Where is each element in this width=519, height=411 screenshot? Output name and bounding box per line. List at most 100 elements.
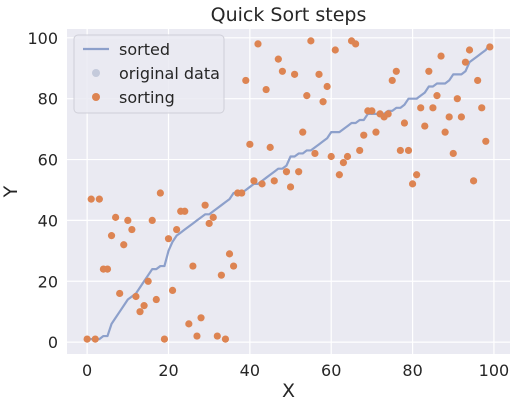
scatter-point [486,43,494,51]
x-tick-label: 40 [240,361,260,380]
scatter-point [339,158,348,167]
scatter-point [331,46,339,54]
scatter-point [112,213,120,221]
scatter-point [144,277,152,285]
scatter-point [201,201,209,209]
scatter-point [107,232,116,240]
scatter-point [319,98,327,106]
scatter-point [335,171,343,179]
scatter-point [445,113,453,121]
legend-label: sorted [119,40,170,59]
scatter-point [388,76,396,85]
y-tick-label: 100 [27,29,58,48]
scatter-point [128,225,136,234]
scatter-point [327,152,335,161]
legend-label: sorting [119,88,175,107]
scatter-point [429,104,437,112]
scatter-point [404,146,413,155]
scatter-point [238,189,246,197]
scatter-point [286,183,295,191]
scatter-point [91,335,99,343]
scatter-point [164,235,173,243]
scatter-point [193,332,201,340]
scatter-point [311,149,319,158]
scatter-point [152,295,160,304]
scatter-point [417,104,425,112]
y-tick-label: 20 [38,272,58,291]
legend: sorted original data sorting [73,34,225,114]
y-tick-label: 0 [48,333,58,352]
scatter-point [421,122,429,130]
legend-marker-swatch [92,93,100,101]
legend-marker-swatch [92,69,100,77]
scatter-point [461,58,470,66]
scatter-point [209,213,217,221]
scatter-point [360,131,368,139]
scatter-point [242,76,250,85]
scatter-point [221,335,230,343]
scatter-point [217,271,225,279]
x-tick-label: 80 [402,361,422,380]
scatter-point [303,92,311,100]
y-axis-label: Y [0,185,22,198]
scatter-point [482,137,490,145]
scatter-point [189,262,197,270]
data-layer [83,37,494,343]
scatter-point [449,149,457,158]
scatter-point [197,314,205,322]
scatter-point [384,110,392,118]
scatter-point [274,55,282,63]
chart-title: Quick Sort steps [211,4,367,26]
scatter-point [103,265,112,273]
scatter-point [213,332,221,340]
scatter-point [291,70,299,78]
scatter-point [356,146,364,155]
x-tick-label: 60 [321,361,341,380]
scatter-point [425,67,433,75]
scatter-point [270,177,278,185]
scatter-point [95,195,103,203]
scatter-point [392,67,400,75]
scatter-point [87,195,95,203]
scatter-point [400,119,409,127]
x-tick-label: 20 [158,361,178,380]
scatter-point [181,207,189,215]
x-tick-label: 0 [82,361,92,380]
scatter-point [299,128,307,136]
scatter-point [315,70,323,78]
scatter-point [116,289,124,298]
scatter-point [413,171,421,179]
series-line-sorted [87,43,491,341]
scatter-point [307,37,315,45]
legend-label: original data [119,64,220,83]
scatter-point [205,219,213,228]
scatter-point [140,302,148,310]
scatter-point [295,168,303,176]
scatter-point [156,189,164,197]
scatter-point [173,225,181,234]
scatter-point [396,146,404,155]
scatter-point [323,82,331,91]
scatter-point [120,241,128,249]
scatter-point [185,320,193,328]
scatter-point [408,180,417,188]
y-tick-label: 80 [38,90,58,109]
scatter-point [441,128,449,136]
scatter-point [258,180,266,188]
scatter-point [469,177,478,185]
scatter-point [168,286,177,294]
scatter-point [453,95,461,103]
scatter-point [372,128,380,136]
scatter-point [368,107,376,115]
scatter-point [160,335,169,343]
scatter-point [246,140,254,148]
x-tick-label: 100 [479,361,510,380]
scatter-point [343,152,352,161]
y-tick-label: 40 [38,211,58,230]
x-axis-label: X [282,380,295,402]
scatter-point [266,143,274,151]
scatter-point [474,76,482,85]
scatter-point [465,46,474,54]
